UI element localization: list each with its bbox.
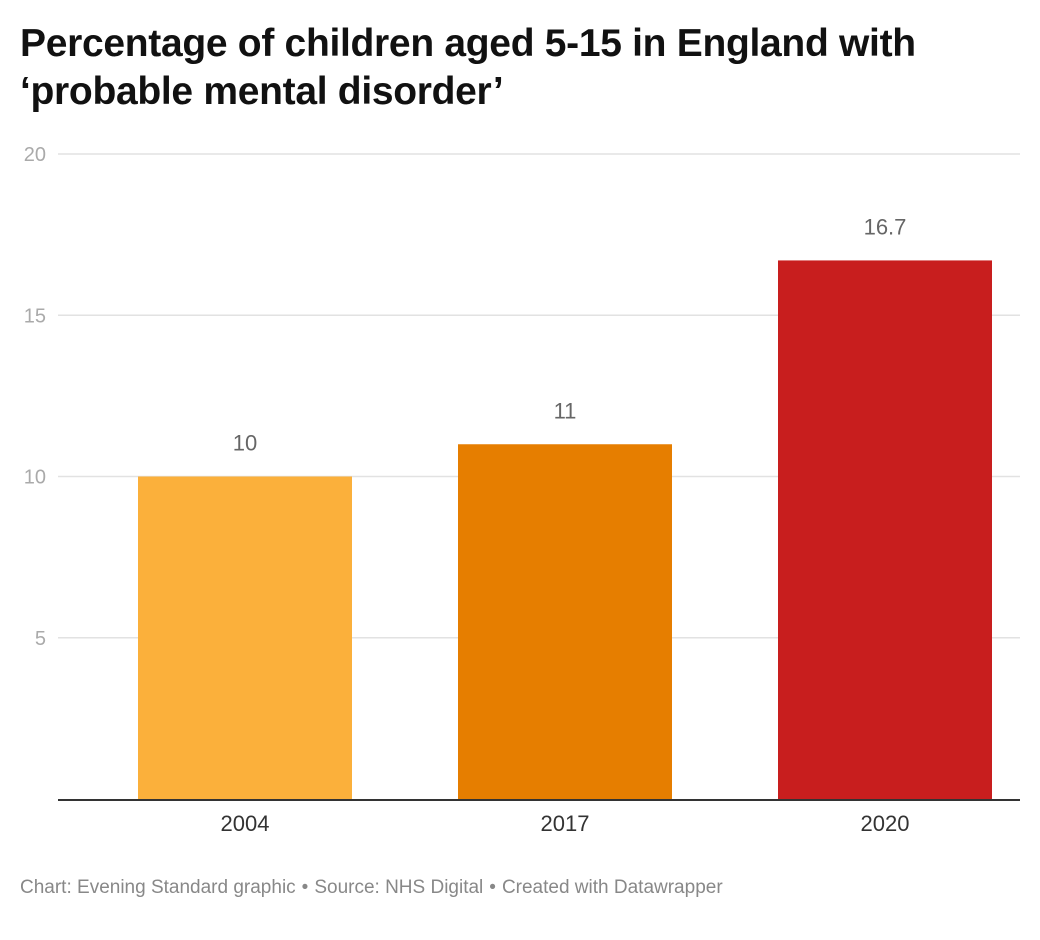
data-source: Source: NHS Digital bbox=[314, 877, 484, 898]
chart-credit: Chart: Evening Standard graphic bbox=[20, 877, 296, 898]
bar-2017 bbox=[458, 444, 672, 799]
chart-footer: Chart: Evening Standard graphic • Source: … bbox=[20, 877, 723, 899]
value-label: 16.7 bbox=[864, 214, 907, 239]
bars bbox=[138, 260, 992, 799]
y-axis-tick-labels: 5 10 15 20 bbox=[24, 144, 46, 650]
chart-title: Percentage of children aged 5-15 in Engl… bbox=[20, 22, 916, 113]
created-with: Created with Datawrapper bbox=[501, 877, 723, 898]
y-tick-label: 10 bbox=[24, 467, 46, 489]
category-label: 2020 bbox=[861, 811, 910, 836]
y-tick-label: 5 bbox=[35, 628, 46, 650]
category-label: 2004 bbox=[221, 811, 270, 836]
x-axis-category-labels: 2004 2017 2020 bbox=[221, 811, 910, 836]
bar-2020 bbox=[778, 260, 992, 799]
category-label: 2017 bbox=[541, 811, 590, 836]
y-tick-label: 20 bbox=[24, 144, 46, 166]
y-tick-label: 15 bbox=[24, 305, 46, 327]
value-label: 10 bbox=[233, 431, 257, 456]
value-label: 11 bbox=[554, 398, 577, 423]
bar-chart: 5 10 15 20 10 11 16.7 2004 2017 2020 bbox=[24, 144, 1020, 836]
bar-2004 bbox=[138, 476, 352, 799]
footer-separator: • bbox=[301, 877, 309, 898]
value-labels: 10 11 16.7 bbox=[233, 214, 907, 455]
footer-separator: • bbox=[489, 877, 496, 898]
